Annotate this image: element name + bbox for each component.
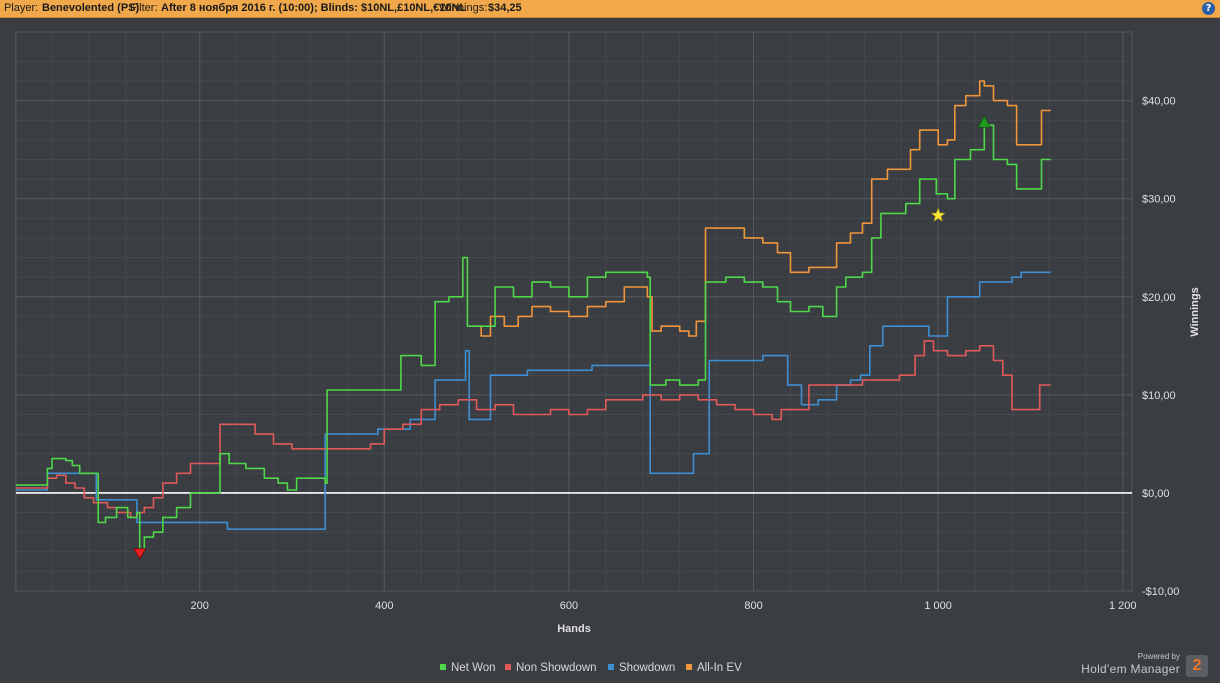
legend-showdown[interactable]: Showdown bbox=[608, 662, 675, 674]
y-tick-label: $30,00 bbox=[1142, 194, 1176, 206]
series-line-all-in-ev bbox=[472, 80, 1051, 337]
player-value: Benevolented (PS) bbox=[42, 2, 140, 14]
filter-label: Filter: bbox=[130, 2, 158, 14]
player-label: Player: bbox=[4, 2, 39, 14]
winnings-label: Winnings: bbox=[439, 2, 488, 14]
legend-showdown-swatch bbox=[608, 664, 614, 670]
series-line-showdown bbox=[16, 271, 1051, 530]
y-tick-label: $0,00 bbox=[1142, 488, 1170, 500]
winnings-value: $34,25 bbox=[488, 2, 522, 14]
x-tick-label: 200 bbox=[191, 600, 209, 612]
brand-name: Hold'em Manager bbox=[1081, 662, 1180, 676]
y-tick-label: $40,00 bbox=[1142, 96, 1176, 108]
x-axis-label: Hands bbox=[557, 623, 591, 635]
legend-non-showdown-swatch bbox=[505, 664, 511, 670]
y-tick-label: $10,00 bbox=[1142, 390, 1176, 402]
x-tick-label: 1 200 bbox=[1109, 600, 1137, 612]
x-tick-label: 800 bbox=[744, 600, 762, 612]
x-tick-label: 600 bbox=[560, 600, 578, 612]
chart-legend: Net Won Non Showdown Showdown All-In EV bbox=[0, 662, 1220, 678]
x-tick-label: 1 000 bbox=[924, 600, 952, 612]
y-tick-label: -$10,00 bbox=[1142, 586, 1179, 598]
filter-bar: Player: Benevolented (PS) Filter: After … bbox=[0, 0, 1220, 18]
min-marker-icon bbox=[132, 548, 147, 560]
legend-non-showdown[interactable]: Non Showdown bbox=[505, 662, 597, 674]
powered-by-text: Powered by bbox=[1137, 652, 1180, 661]
legend-all-in-ev[interactable]: All-In EV bbox=[686, 662, 742, 674]
winnings-chart: 200 400 600 800 1 000 1 200 -$10,00 $0,00 $10,0… bbox=[0, 18, 1220, 658]
legend-all-in-ev-swatch bbox=[686, 664, 692, 670]
y-axis-label: Winnings bbox=[1189, 287, 1201, 336]
max-marker-icon bbox=[977, 115, 991, 128]
plot-border bbox=[15, 31, 1133, 592]
y-tick-label: $20,00 bbox=[1142, 292, 1176, 304]
milestone-star-icon bbox=[930, 207, 946, 222]
legend-net-won[interactable]: Net Won bbox=[440, 662, 496, 674]
help-icon[interactable]: ? bbox=[1202, 2, 1215, 15]
hem2-logo-icon: 2 bbox=[1186, 655, 1208, 677]
legend-net-won-swatch bbox=[440, 664, 446, 670]
x-tick-label: 400 bbox=[375, 600, 393, 612]
filter-value: After 8 ноября 2016 г. (10:00); Blinds: … bbox=[161, 2, 467, 14]
